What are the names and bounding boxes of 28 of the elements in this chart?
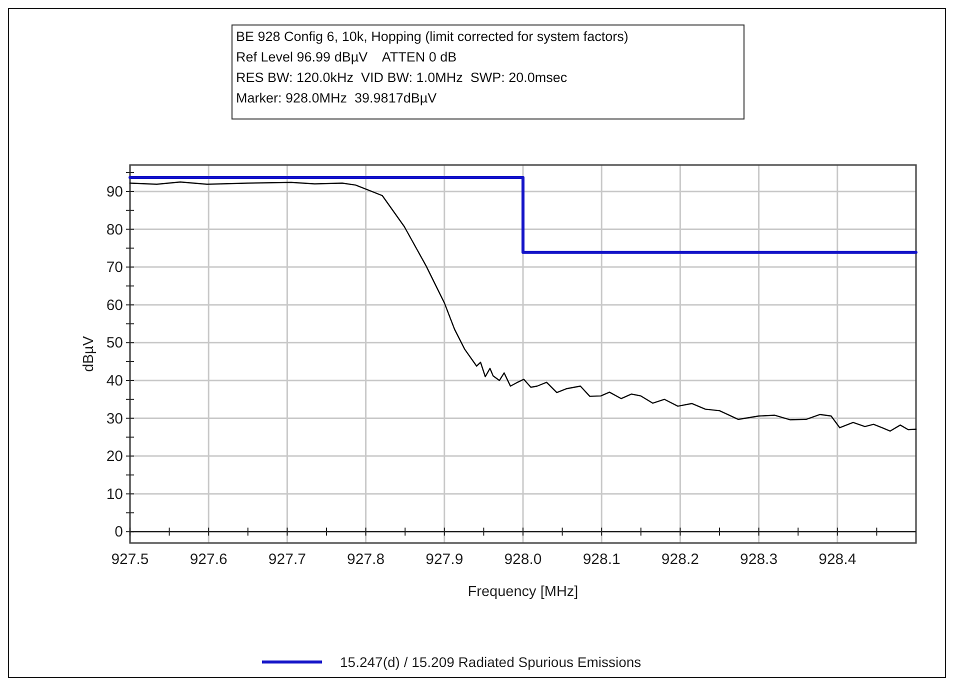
x-tick-label: 927.9 bbox=[426, 551, 464, 568]
text: RES BW: 120.0kHz VID BW: 1.0MHz SWP: 20.0msec bbox=[236, 70, 568, 85]
text: Marker: 928.0MHz 39.9817dBµV bbox=[236, 90, 437, 106]
y-tick-label: 50 bbox=[106, 334, 123, 352]
y-tick-label: 0 bbox=[114, 524, 123, 541]
y-tick-label: 40 bbox=[106, 372, 123, 390]
y-tick-label: 20 bbox=[106, 448, 123, 466]
legend-label: 15.247(d) / 15.209 Radiated Spurious Emissions bbox=[340, 654, 642, 670]
x-axis-title: Frequency [MHz] bbox=[468, 584, 578, 600]
y-tick-label: 30 bbox=[106, 410, 123, 428]
y-tick-label: 80 bbox=[106, 221, 123, 238]
chart-title: BE 928 Config 6, 10k, Hopping (limit corrected for system factors) bbox=[236, 29, 628, 44]
text: Ref Level 96.99 dBµV ATTEN 0 dB bbox=[236, 50, 457, 64]
x-tick-label: 928.1 bbox=[582, 551, 620, 568]
x-tick-label: 928.0 bbox=[504, 551, 542, 568]
x-tick-label: 927.6 bbox=[190, 551, 228, 568]
y-tick-label: 90 bbox=[106, 183, 123, 200]
line-series bbox=[129, 181, 917, 432]
x-tick-label: 928.4 bbox=[818, 551, 856, 568]
y-tick-label: 70 bbox=[106, 259, 123, 276]
x-tick-label: 927.8 bbox=[347, 551, 385, 568]
x-tick-label: 928.3 bbox=[740, 551, 778, 568]
x-tick-label: 928.2 bbox=[661, 551, 699, 568]
x-tick-label: 927.7 bbox=[268, 551, 306, 568]
y-tick-label: 10 bbox=[106, 486, 123, 503]
x-tick-label: 927.5 bbox=[111, 551, 149, 568]
y-tick-label: 60 bbox=[106, 296, 123, 314]
y-axis-title: dBµV bbox=[81, 336, 97, 372]
